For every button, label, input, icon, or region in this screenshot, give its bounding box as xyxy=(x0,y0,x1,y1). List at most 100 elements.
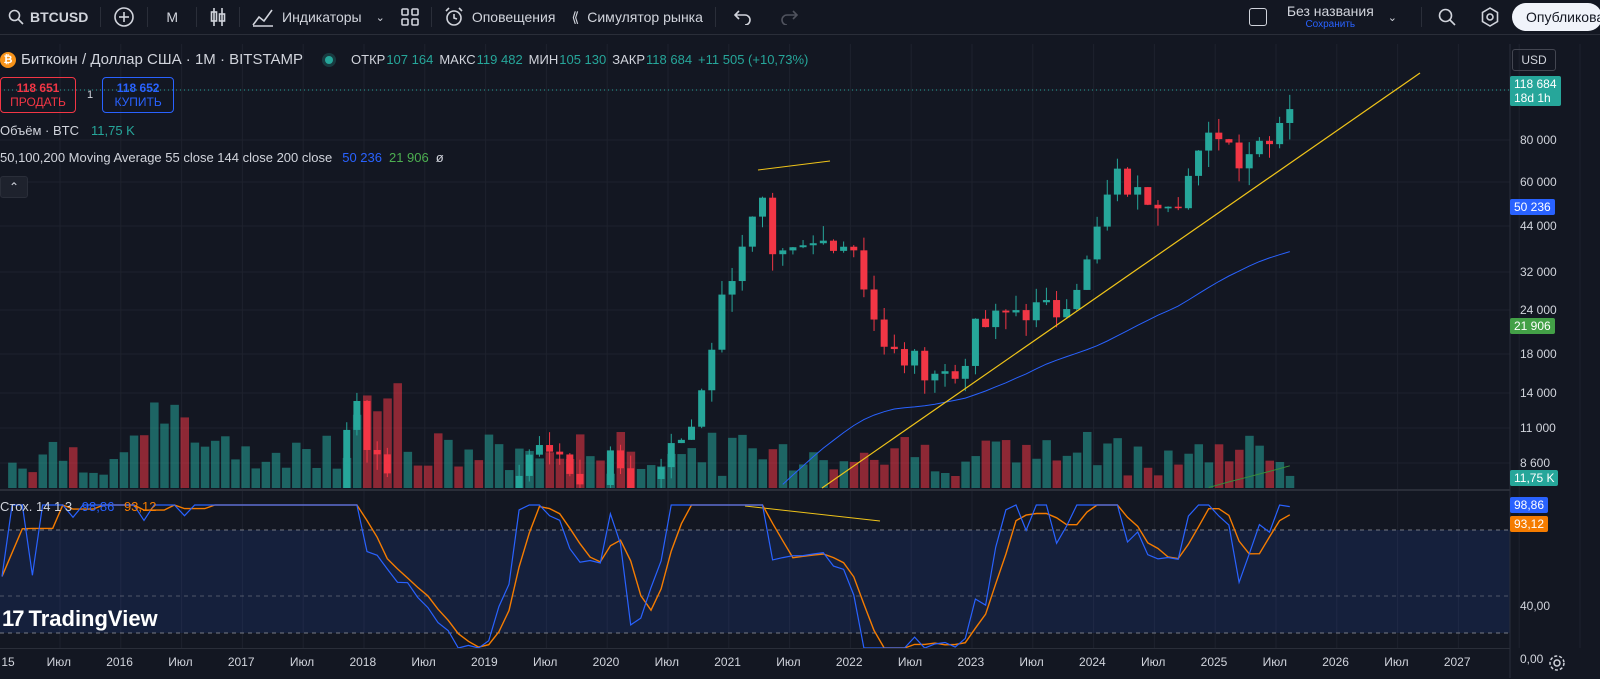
candle-body xyxy=(353,400,361,430)
volume-bar xyxy=(1133,446,1143,488)
redo-button[interactable] xyxy=(766,0,812,34)
candle-body xyxy=(951,371,959,379)
candle-body xyxy=(1083,259,1091,290)
volume-bar xyxy=(1275,461,1285,488)
divergence-price-line[interactable] xyxy=(757,160,831,171)
time-tick: 2026 xyxy=(1322,655,1349,669)
time-tick: Июл xyxy=(289,655,315,669)
volume-bar xyxy=(920,444,930,488)
quick-search-button[interactable] xyxy=(1426,0,1468,34)
volume-bar xyxy=(38,454,48,488)
buy-button[interactable]: 118 652 КУПИТЬ xyxy=(102,77,175,113)
candle-body xyxy=(1144,187,1152,205)
candlesticks xyxy=(343,94,1294,488)
volume-bar xyxy=(8,462,17,488)
gear-icon[interactable] xyxy=(1546,652,1568,674)
candle-body xyxy=(343,429,351,488)
interval-button[interactable]: M xyxy=(166,9,179,25)
publish-button[interactable]: Опубликовать xyxy=(1512,3,1600,31)
open-label: ОТКР xyxy=(351,52,386,67)
volume-bar xyxy=(1224,461,1234,488)
currency-select[interactable]: USD xyxy=(1512,49,1556,71)
ma2-value: 21 906 xyxy=(388,150,429,165)
time-tick: Июл xyxy=(46,655,71,669)
time-axis[interactable]: 15 Июл 2016 Июл 2017 Июл 2018 Июл 2019 Июл 2020 Июл… xyxy=(0,648,1510,679)
divergence-stoch-line[interactable] xyxy=(744,505,881,522)
volume-bar xyxy=(971,456,980,488)
price-tick: 44 000 xyxy=(1520,219,1557,233)
candle-body xyxy=(1124,168,1132,195)
high-label: МАКС xyxy=(439,52,476,67)
volume-tag: 11,75 K xyxy=(1510,470,1559,486)
candle-body xyxy=(677,439,685,444)
volume-bar xyxy=(129,435,139,488)
candle-body xyxy=(556,451,564,455)
save-link[interactable]: Сохранить xyxy=(1305,19,1356,31)
volume-label[interactable]: Объём · BTC xyxy=(0,123,79,138)
layouts-button[interactable] xyxy=(393,0,427,34)
search-icon xyxy=(8,9,24,25)
undo-button[interactable] xyxy=(720,0,766,34)
volume-bar xyxy=(849,461,859,488)
compare-button[interactable] xyxy=(105,0,143,34)
last-price-tag: 118 684 18d 1h xyxy=(1510,76,1561,106)
candle-body xyxy=(799,245,807,248)
volume-bar xyxy=(941,472,950,488)
close-value: 118 684 xyxy=(646,52,693,67)
candle-body xyxy=(627,468,635,488)
alerts-button[interactable]: Оповещения xyxy=(436,0,564,34)
indicators-button[interactable]: Индикаторы ⌄ xyxy=(244,0,393,34)
market-status-dot[interactable] xyxy=(325,55,334,64)
volume-bar xyxy=(28,472,37,488)
symbol-title[interactable]: Биткоин / Доллар США · 1M · BITSTAMP xyxy=(21,51,304,68)
volume-bar xyxy=(403,451,413,488)
candle-body xyxy=(860,250,868,290)
symbol-search-button[interactable]: BTCUSD xyxy=(0,0,96,34)
trendline[interactable] xyxy=(821,72,1421,489)
chevron-down-icon: ⌄ xyxy=(1387,11,1397,24)
buy-label: КУПИТЬ xyxy=(114,95,162,109)
volume-bar xyxy=(58,460,68,488)
ma-144-line xyxy=(1208,465,1290,488)
time-tick: 2018 xyxy=(349,655,377,669)
volume-bar xyxy=(474,460,484,488)
time-tick: Июл xyxy=(897,655,923,669)
volume-bar xyxy=(545,452,555,488)
candle-body xyxy=(667,443,675,468)
stoch-label[interactable]: Стох. 14 1 3 xyxy=(0,499,73,514)
candle-body xyxy=(941,371,949,374)
tradingview-logo[interactable]: 17 TradingView xyxy=(2,606,158,632)
chart-type-button[interactable] xyxy=(201,0,235,34)
volume-bar xyxy=(1103,443,1112,488)
collapse-legend-button[interactable]: ⌃ xyxy=(0,176,28,198)
volume-bar xyxy=(1062,455,1072,488)
volume-bar xyxy=(738,434,747,488)
sell-button[interactable]: 118 651 ПРОДАТЬ xyxy=(0,77,76,113)
time-tick: 2025 xyxy=(1200,655,1228,669)
volume-bar xyxy=(99,474,108,488)
volume-bar xyxy=(221,436,230,488)
volume-bar xyxy=(454,466,463,488)
ma3-value: ø xyxy=(435,150,444,165)
volume-bar xyxy=(829,469,838,488)
volume-bar xyxy=(839,461,849,488)
layout-save-control[interactable]: Без названия Сохранить ⌄ xyxy=(1241,0,1405,34)
replay-button[interactable]: ⟪ Симулятор рынка xyxy=(563,0,710,34)
candle-body xyxy=(1012,310,1020,313)
candle-body xyxy=(819,240,827,244)
time-tick: 15 xyxy=(1,655,15,669)
time-tick: Июл xyxy=(1141,655,1166,669)
volume-bar xyxy=(951,475,960,488)
candle-body xyxy=(708,349,716,391)
ma-label[interactable]: 50,100,200 Moving Average 55 close 144 c… xyxy=(0,150,333,165)
volume-bar xyxy=(636,468,646,488)
time-tick: Июл xyxy=(776,655,801,669)
volume-bar xyxy=(494,444,504,488)
alarm-clock-icon xyxy=(445,7,463,26)
volume-value: 11,75 K xyxy=(90,123,135,138)
volume-bar xyxy=(1235,449,1244,488)
settings-button[interactable] xyxy=(1468,0,1512,34)
volume-bar xyxy=(1042,440,1051,488)
grid-icon xyxy=(401,8,419,26)
